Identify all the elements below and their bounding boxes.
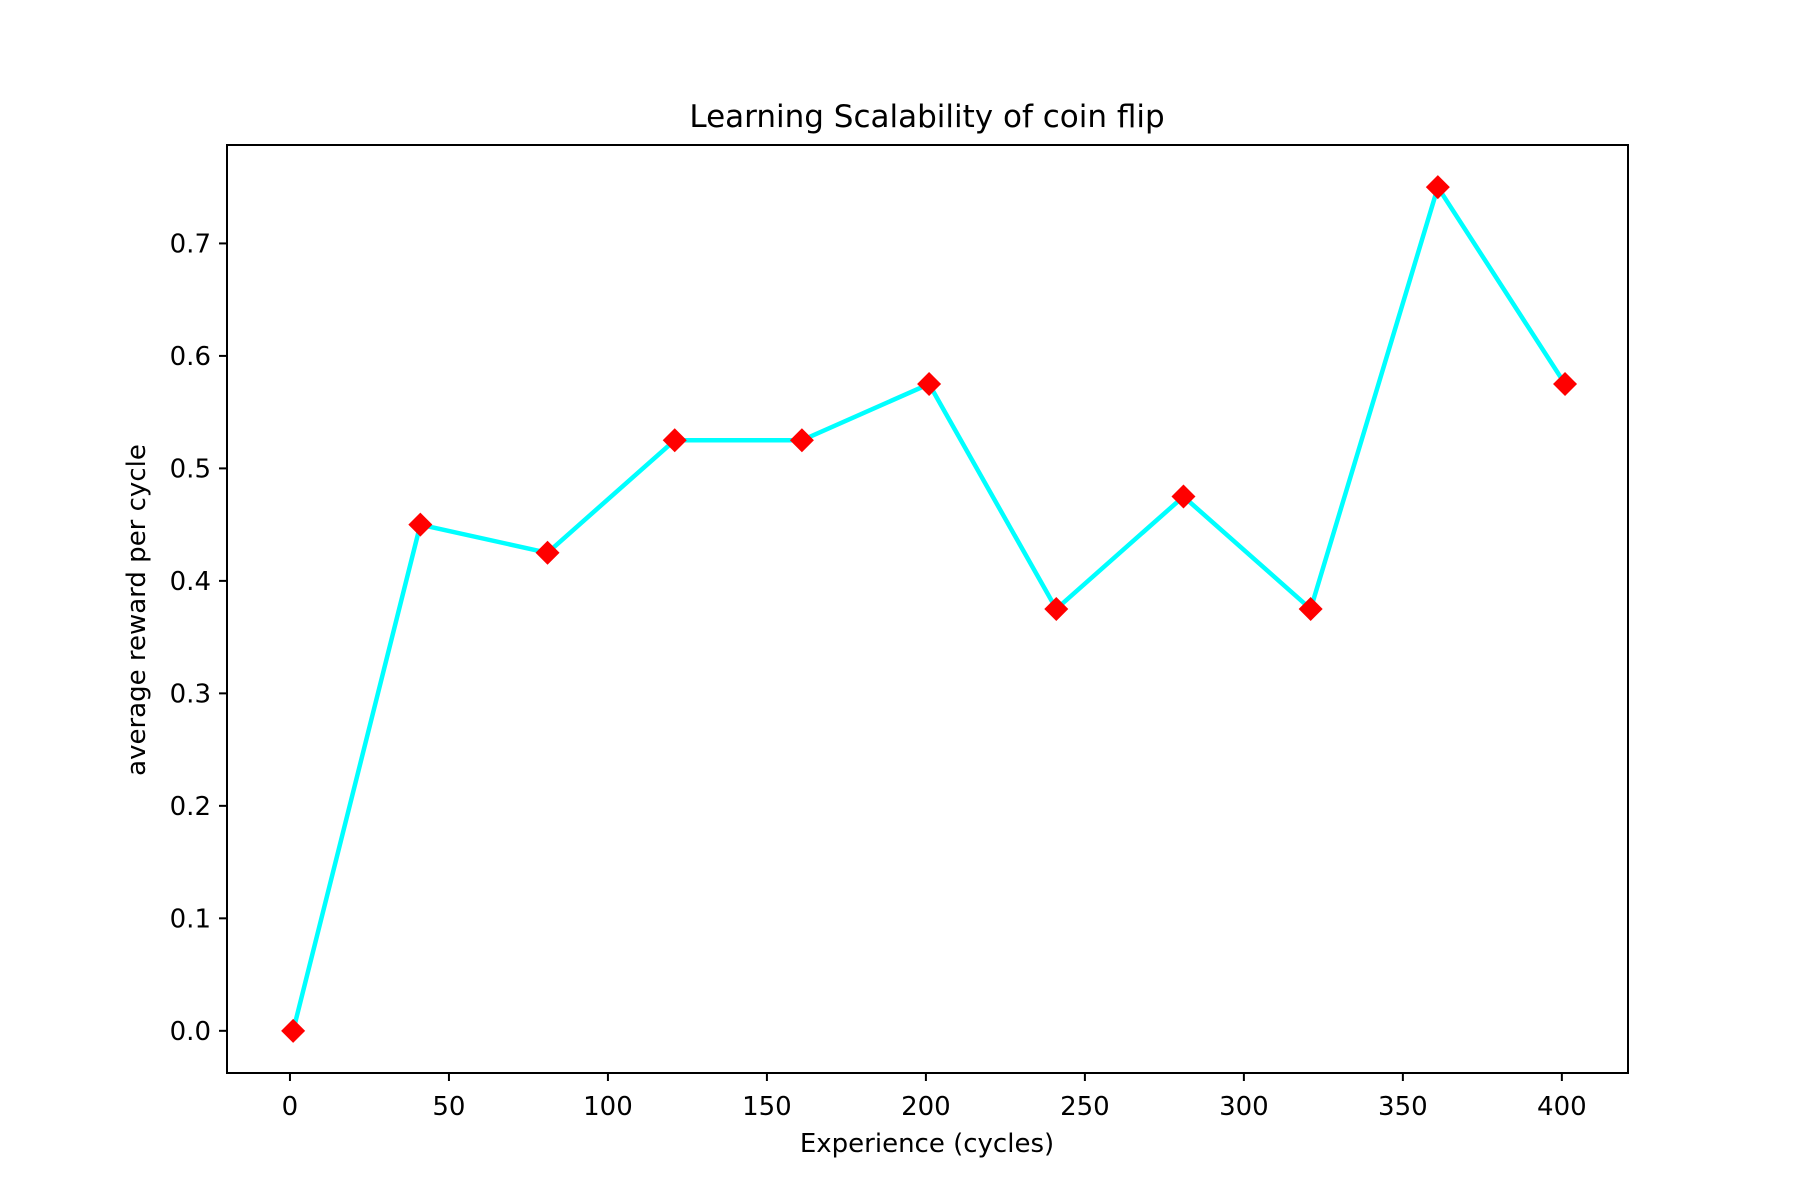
data-point-marker bbox=[1171, 484, 1196, 509]
series-line bbox=[290, 181, 1567, 1032]
y-tick-label: 0.6 bbox=[170, 342, 211, 372]
x-tick-label: 300 bbox=[1219, 1092, 1269, 1122]
data-point-marker bbox=[1553, 372, 1578, 397]
x-tick-label: 400 bbox=[1537, 1092, 1587, 1122]
y-tick-label: 0.5 bbox=[170, 454, 211, 484]
data-point-marker bbox=[789, 428, 814, 453]
plot-area bbox=[226, 144, 1629, 1074]
y-tick-label: 0.4 bbox=[170, 567, 211, 597]
data-point-marker bbox=[1425, 175, 1450, 200]
chart-title: Learning Scalability of coin flip bbox=[689, 99, 1164, 135]
x-tick-label: 150 bbox=[742, 1092, 792, 1122]
y-tick-label: 0.1 bbox=[170, 904, 211, 934]
x-axis: 0 50 100 150 200 250 300 350 400 bbox=[282, 1073, 1587, 1122]
y-axis: 0.0 0.1 0.2 0.3 0.4 0.5 0.6 0.7 bbox=[170, 229, 227, 1047]
x-tick-label: 100 bbox=[583, 1092, 633, 1122]
data-point-marker bbox=[917, 372, 942, 397]
y-tick-label: 0.3 bbox=[170, 679, 211, 709]
x-axis-label: Experience (cycles) bbox=[800, 1129, 1054, 1159]
data-point-marker bbox=[408, 512, 433, 537]
y-tick-label: 0.2 bbox=[170, 792, 211, 822]
x-tick-label: 350 bbox=[1378, 1092, 1428, 1122]
x-tick-label: 200 bbox=[901, 1092, 951, 1122]
plot-frame bbox=[226, 144, 1629, 1074]
x-tick-label: 50 bbox=[432, 1092, 465, 1122]
data-point-marker bbox=[535, 540, 560, 565]
y-tick-label: 0.0 bbox=[170, 1017, 211, 1047]
y-axis-label: average reward per cycle bbox=[122, 444, 152, 776]
x-tick-label: 0 bbox=[282, 1092, 299, 1122]
data-point-marker bbox=[662, 428, 687, 453]
x-tick-label: 250 bbox=[1060, 1092, 1110, 1122]
y-tick-label: 0.7 bbox=[170, 229, 211, 259]
data-point-marker bbox=[281, 1018, 306, 1043]
data-point-marker bbox=[1044, 597, 1069, 621]
data-point-marker bbox=[1298, 597, 1323, 621]
